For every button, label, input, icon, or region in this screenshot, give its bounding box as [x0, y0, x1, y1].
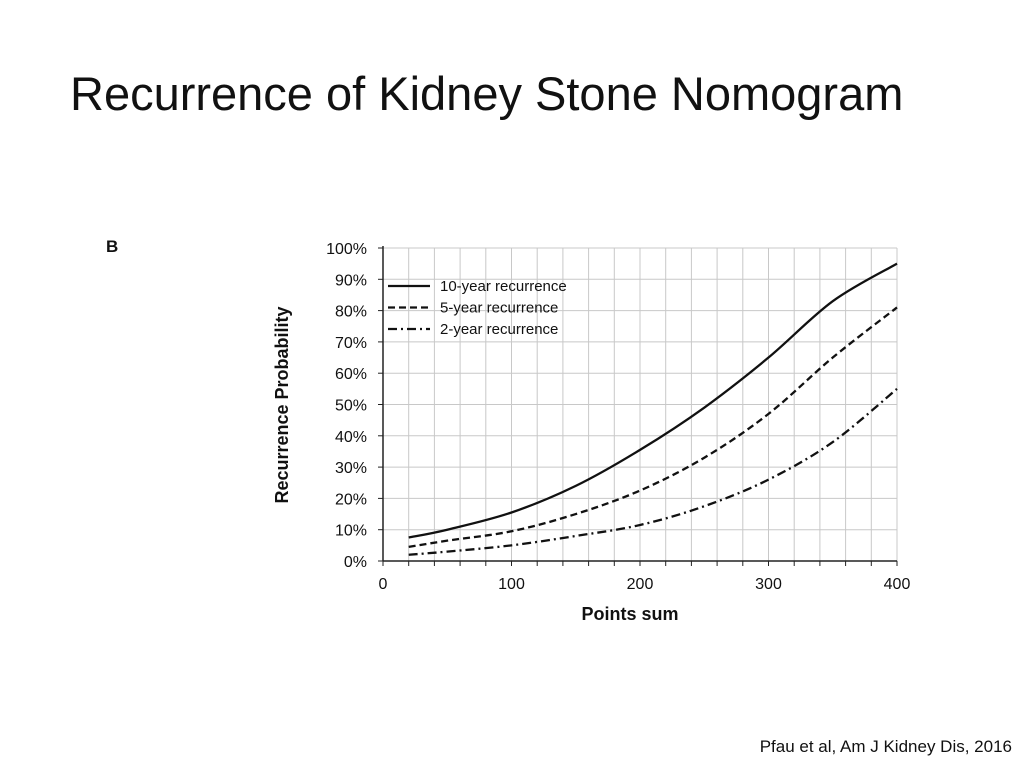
y-tick-label: 40%	[335, 429, 367, 446]
tick-labels: 0% 10% 20% 30% 40% 50% 60% 70% 80% 90% 100% 0 100 200…	[326, 241, 910, 593]
panel-label: B	[106, 237, 118, 256]
y-tick-label: 80%	[335, 304, 367, 321]
legend-label: 2-year recurrence	[440, 321, 558, 338]
slide-title: Recurrence of Kidney Stone Nomogram	[70, 67, 904, 120]
x-tick-label: 300	[755, 576, 782, 593]
x-tick-label: 0	[379, 576, 388, 593]
series-line-5-year-recurrence	[408, 306, 898, 549]
y-tick-label: 90%	[335, 272, 367, 289]
y-tick-label: 30%	[335, 460, 367, 477]
y-tick-label: 10%	[335, 523, 367, 540]
y-tick-label: 60%	[335, 366, 367, 383]
series-line-2-year-recurrence	[408, 387, 898, 556]
y-axis-label: Recurrence Probability	[272, 306, 292, 503]
x-tick-label: 400	[884, 576, 911, 593]
y-tick-label: 20%	[335, 491, 367, 508]
y-tick-label: 100%	[326, 241, 367, 258]
y-tick-label: 70%	[335, 335, 367, 352]
series-lines	[408, 262, 898, 556]
series-line-10-year-recurrence	[408, 262, 898, 539]
y-tick-label: 50%	[335, 398, 367, 415]
legend-label: 5-year recurrence	[440, 300, 558, 317]
legend-label: 10-year recurrence	[440, 278, 567, 295]
x-tick-label: 100	[498, 576, 525, 593]
legend: 10-year recurrence 5-year recurrence 2-yea…	[388, 278, 567, 338]
x-tick-label: 200	[627, 576, 654, 593]
citation: Pfau et al, Am J Kidney Dis, 2016	[759, 737, 1012, 756]
axes	[378, 246, 898, 566]
y-tick-label: 0%	[344, 554, 367, 571]
x-axis-label: Points sum	[581, 604, 678, 624]
